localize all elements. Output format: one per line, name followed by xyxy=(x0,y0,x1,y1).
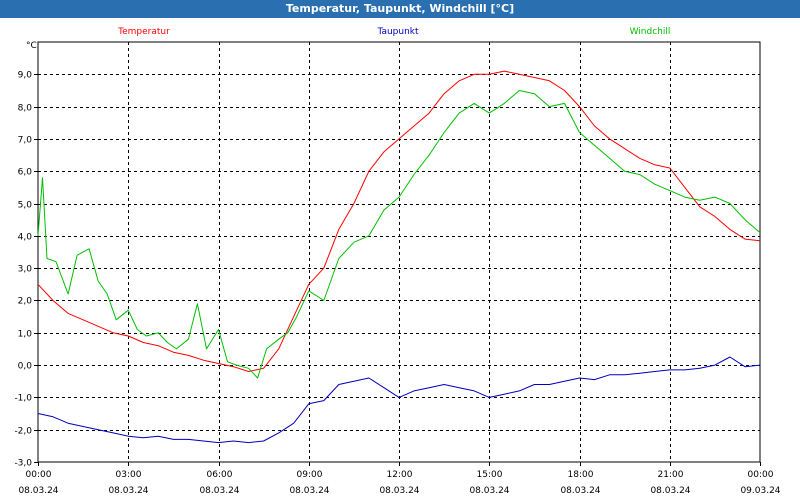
x-tick-time: 12:00 xyxy=(387,470,413,480)
series-line-temperatur xyxy=(37,70,761,372)
series-line-windchill xyxy=(37,90,761,379)
x-tick-time: 21:00 xyxy=(658,470,684,480)
y-axis-ticks: 9,0 8,0 7,0 6,0 5,0 4,0 3,0 2,0 1,0 0,0 -1,0 -2,0 -3… xyxy=(14,71,38,469)
x-tick-date: 08.03.24 xyxy=(469,486,509,496)
x-tick-time: 15:00 xyxy=(477,470,503,480)
x-tick-date: 08.03.24 xyxy=(289,486,329,496)
x-tick-time: 18:00 xyxy=(568,470,594,480)
legend-temperatur: Temperatur xyxy=(117,27,170,37)
x-axis-ticks: 00:00 08.03.24 03:00 08.03.24 06:00 08.03.24 0… xyxy=(18,462,781,496)
x-tick-time: 03:00 xyxy=(116,470,142,480)
y-tick-label: 0,0 xyxy=(18,362,33,372)
y-tick-label: 5,0 xyxy=(18,201,33,211)
y-tick-label: 8,0 xyxy=(18,104,33,114)
x-tick-date: 08.03.24 xyxy=(199,486,239,496)
y-tick-label: 4,0 xyxy=(18,233,33,243)
y-tick-label: -1,0 xyxy=(14,394,32,404)
y-tick-label: -3,0 xyxy=(14,459,32,469)
y-tick-label: 7,0 xyxy=(18,136,33,146)
x-tick-time: 00:00 xyxy=(26,470,52,480)
x-tick-date: 08.03.24 xyxy=(108,486,148,496)
y-tick-label: 6,0 xyxy=(18,168,33,178)
y-tick-label: -2,0 xyxy=(14,427,32,437)
y-tick-label: 1,0 xyxy=(18,330,33,340)
x-tick-date: 08.03.24 xyxy=(560,486,600,496)
x-tick-date: 08.03.24 xyxy=(18,486,58,496)
y-axis-label: °C xyxy=(26,41,37,51)
x-tick-date: 09.03.24 xyxy=(740,486,780,496)
legend-taupunkt: Taupunkt xyxy=(376,27,419,37)
chart-title: Temperatur, Taupunkt, Windchill [°C] xyxy=(0,0,800,18)
x-tick-date: 08.03.24 xyxy=(379,486,419,496)
x-tick-date: 08.03.24 xyxy=(650,486,690,496)
x-tick-time: 09:00 xyxy=(297,470,323,480)
y-tick-label: 3,0 xyxy=(18,265,33,275)
y-tick-label: 2,0 xyxy=(18,297,33,307)
x-tick-time: 06:00 xyxy=(207,470,233,480)
legend: Temperatur Taupunkt Windchill xyxy=(117,27,670,37)
y-tick-label: 9,0 xyxy=(18,71,33,81)
series-line-taupunkt xyxy=(37,356,761,444)
legend-windchill: Windchill xyxy=(630,27,671,37)
x-tick-time: 00:00 xyxy=(748,470,774,480)
series-lines xyxy=(37,70,761,444)
